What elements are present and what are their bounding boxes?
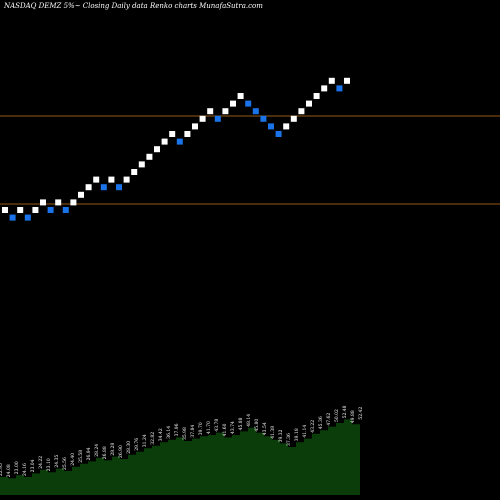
renko-brick — [154, 146, 160, 153]
volume-label: 23.10 — [46, 458, 52, 471]
volume-label: 24.08 — [6, 464, 12, 477]
renko-brick — [131, 169, 138, 175]
renko-brick — [290, 115, 297, 122]
volume-label: 26.90 — [118, 445, 124, 458]
volume-label: 37.84 — [190, 425, 196, 438]
renko-brick — [17, 207, 24, 213]
volume-label: 25.56 — [62, 457, 68, 470]
renko-brick — [268, 123, 274, 130]
renko-brick — [321, 85, 328, 92]
renko-brick — [237, 93, 244, 99]
volume-label: 28.28 — [110, 443, 116, 456]
renko-brick — [344, 77, 350, 84]
renko-brick — [252, 108, 259, 115]
renko-brick — [138, 161, 145, 168]
volume-label: 24.40 — [70, 453, 76, 466]
chart-title: NASDAQ DEMZ 5%~ Closing Daily data Renko… — [3, 2, 263, 10]
renko-brick — [93, 176, 100, 183]
volume-label: 23.00 — [14, 461, 20, 474]
volume-label: 22.95 — [0, 463, 4, 476]
volume-label: 43.54 — [262, 422, 268, 435]
renko-brick — [85, 184, 92, 191]
renko-brick — [78, 191, 84, 198]
renko-brick — [283, 123, 290, 130]
volume-label: 28.24 — [94, 444, 100, 457]
volume-label: 41.14 — [302, 425, 308, 438]
renko-brick — [245, 100, 252, 107]
volume-label: 28.30 — [126, 441, 132, 454]
renko-brick — [336, 85, 343, 92]
volume-label: 43.22 — [310, 420, 316, 433]
renko-brick — [230, 100, 236, 107]
volume-label: 25.58 — [78, 450, 84, 463]
volume-label: 47.62 — [326, 413, 332, 426]
volume-label: 31.24 — [142, 434, 148, 447]
volume-label: 45.36 — [318, 416, 324, 429]
renko-brick — [146, 153, 153, 160]
volume-label: 37.96 — [174, 423, 180, 436]
renko-brick — [123, 176, 130, 183]
renko-brick — [184, 131, 191, 137]
renko-brick — [207, 108, 214, 115]
volume-label: 32.82 — [150, 432, 156, 445]
volume-label: 39.32 — [278, 429, 284, 442]
renko-brick — [192, 123, 198, 130]
volume-area — [0, 419, 360, 495]
volume-label: 24.22 — [38, 456, 44, 469]
volume-label: 41.70 — [206, 421, 212, 434]
renko-brick — [222, 108, 229, 115]
volume-label: 45.88 — [238, 417, 244, 430]
volume-label: 43.74 — [230, 421, 236, 434]
renko-brick — [55, 199, 62, 206]
renko-brick — [47, 207, 54, 213]
volume-label: 41.60 — [222, 423, 228, 436]
volume-label: 24.16 — [22, 463, 28, 476]
volume-label: 52.48 — [342, 405, 348, 418]
renko-brick — [24, 214, 31, 221]
renko-brick — [169, 131, 176, 137]
volume-label: 52.42 — [358, 407, 364, 420]
renko-brick — [32, 207, 39, 213]
renko-brick — [176, 138, 183, 145]
volume-label: 36.14 — [166, 426, 172, 439]
renko-brick — [313, 93, 320, 99]
renko-brick — [260, 115, 267, 122]
renko-brick — [9, 214, 16, 221]
volume-label: 29.76 — [134, 438, 140, 451]
volume-label: 45.80 — [254, 419, 260, 432]
volume-label: 26.88 — [102, 446, 108, 459]
volume-label: 34.42 — [158, 428, 164, 441]
renko-brick — [70, 199, 77, 206]
volume-label: 50.02 — [334, 409, 340, 422]
volume-label: 43.78 — [214, 419, 220, 432]
volume-label: 41.38 — [270, 426, 276, 439]
renko-brick — [108, 176, 115, 183]
renko-brick — [275, 131, 282, 137]
volume-label: 39.18 — [294, 428, 300, 441]
renko-brick — [161, 138, 168, 145]
renko-brick — [298, 108, 305, 115]
renko-brick — [62, 207, 69, 213]
renko-brick — [116, 184, 122, 191]
renko-brick — [199, 115, 206, 122]
renko-brick — [100, 184, 107, 191]
renko-brick — [328, 77, 335, 84]
volume-label: 48.14 — [246, 414, 252, 427]
volume-labels: 22.95 24.08 23.00 24.16 23.04 24.22 23.10 24.35… — [0, 405, 364, 477]
volume-label: 26.94 — [86, 447, 92, 460]
volume-label: 23.04 — [30, 459, 36, 472]
volume-label: 37.36 — [286, 433, 292, 446]
renko-brick — [2, 207, 8, 213]
volume-label: 49.88 — [350, 410, 356, 423]
volume-label: 39.70 — [198, 422, 204, 435]
renko-bricks — [2, 77, 350, 221]
renko-brick — [306, 100, 312, 107]
volume-label: 24.35 — [54, 455, 60, 468]
renko-brick — [40, 199, 46, 206]
volume-label: 35.98 — [182, 427, 188, 440]
renko-brick — [214, 115, 221, 122]
